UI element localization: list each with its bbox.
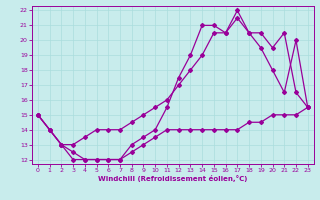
X-axis label: Windchill (Refroidissement éolien,°C): Windchill (Refroidissement éolien,°C) [98, 175, 247, 182]
